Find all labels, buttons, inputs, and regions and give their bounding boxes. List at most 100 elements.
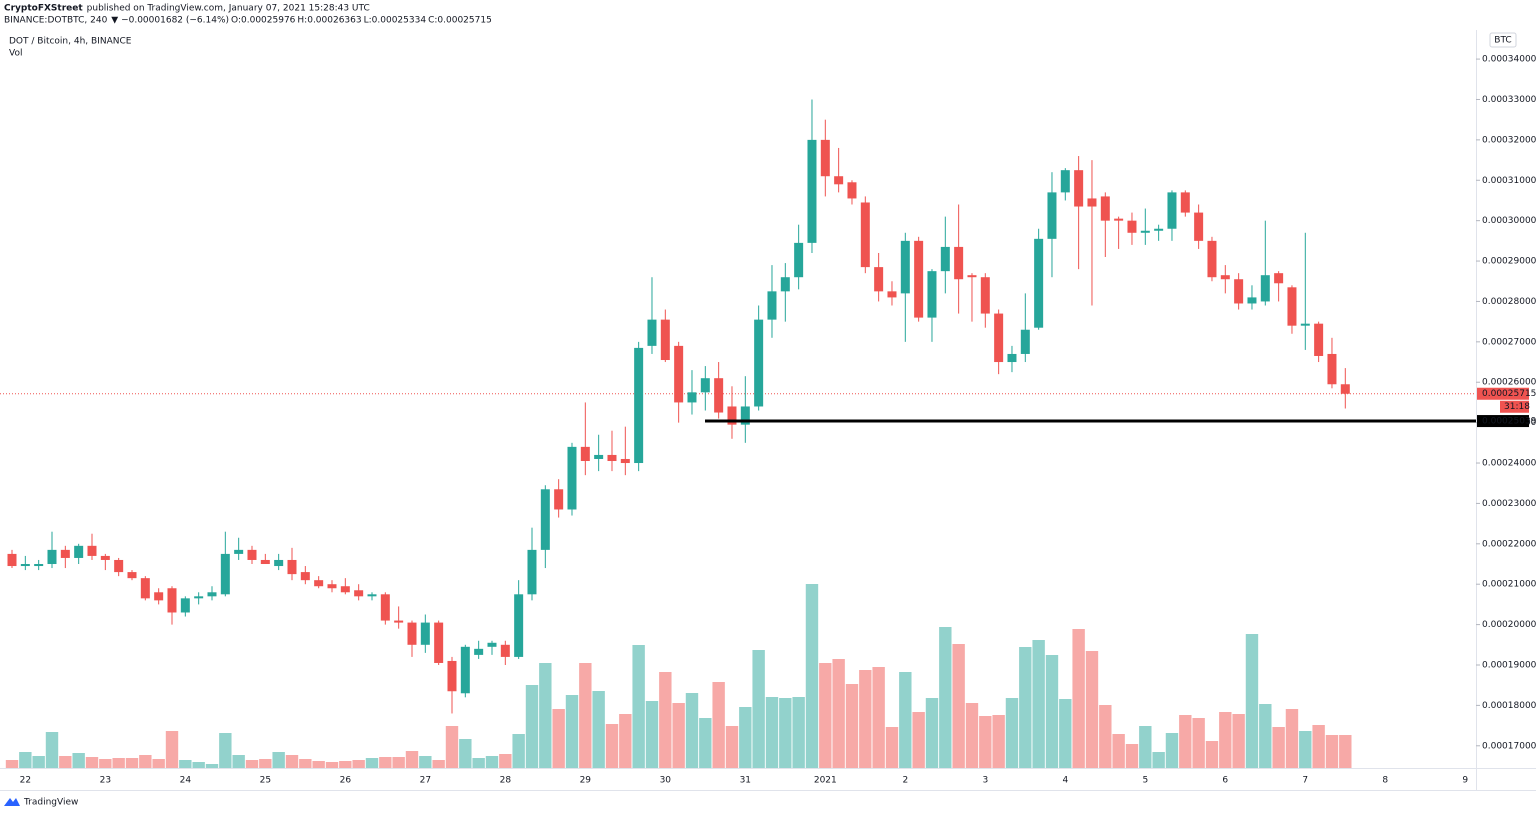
candle-body [167, 588, 177, 613]
candle-body [1167, 192, 1177, 229]
volume-bar [712, 682, 725, 768]
candle-body [87, 545, 97, 556]
candle-body [140, 578, 150, 599]
volume-bar [125, 758, 139, 768]
y-tick-label: 0.00024000 [1482, 459, 1536, 469]
y-tick-label: 0.00033000 [1482, 95, 1536, 105]
support-label-box [1477, 415, 1529, 428]
volume-bar [792, 697, 805, 768]
candle-body [1154, 228, 1164, 231]
volume-bar [819, 663, 832, 768]
volume-bar [779, 698, 792, 768]
candle-body [1074, 170, 1084, 207]
candle-body [807, 139, 817, 243]
volume-bar [952, 644, 965, 768]
candle-body [1327, 353, 1337, 385]
candle-body [300, 572, 310, 581]
volume-bar [405, 751, 419, 768]
volume-bar [499, 754, 512, 768]
ohlc-key: C: [428, 16, 437, 26]
y-tick-label: 0.00032000 [1482, 135, 1536, 145]
volume-bar [739, 707, 752, 768]
ohlc-value: 0.00025334 [372, 16, 427, 26]
y-tick-label: 0.00031000 [1482, 176, 1536, 186]
volume-bar [1339, 735, 1352, 768]
volume-bar [1099, 705, 1112, 768]
candle-body [914, 240, 924, 318]
x-tick-label: 4 [1062, 776, 1068, 786]
candle-body [380, 594, 390, 621]
volume-bar [299, 759, 312, 768]
x-tick-label: 27 [420, 776, 431, 786]
volume-bar [419, 756, 432, 768]
volume-bar [512, 734, 525, 768]
volume-bar [605, 724, 619, 768]
volume-bar [5, 760, 19, 768]
candle-body [20, 564, 30, 567]
ohlc-key: O: [231, 16, 241, 26]
y-tick-label: 0.00018000 [1482, 701, 1536, 711]
candle-body [674, 345, 684, 403]
candle-body [687, 392, 697, 403]
volume-bar [872, 667, 885, 768]
volume-bar [752, 650, 765, 768]
volume-bar [1245, 634, 1259, 768]
candle-body [47, 549, 57, 565]
volume-bar [245, 760, 259, 768]
volume-bar [899, 672, 912, 768]
x-tick-label: 24 [180, 776, 192, 786]
y-tick-label: 0.00026000 [1482, 378, 1536, 388]
volume-bar [59, 756, 72, 768]
candle-body [567, 446, 577, 510]
volume-bar [152, 759, 165, 768]
candle-body [794, 242, 804, 278]
candle-body [514, 594, 524, 657]
candle-body [940, 246, 950, 272]
volume-bar [525, 685, 539, 768]
candle-body [487, 642, 497, 647]
volume-bar [539, 663, 552, 768]
candle-body [74, 545, 84, 558]
volume-bar [979, 716, 992, 768]
candle-body [260, 559, 270, 565]
volume-bar [365, 758, 379, 768]
candle-body [594, 454, 604, 459]
published-info: published on TradingView.com, January 07… [87, 4, 370, 14]
y-tick-label: 0.00019000 [1482, 660, 1536, 670]
candle-body [820, 139, 830, 177]
candle-body [234, 549, 244, 554]
candle-body [900, 240, 910, 294]
candle-body [1340, 384, 1350, 394]
y-tick-label: 0.00028000 [1482, 297, 1536, 307]
x-tick-label: 5 [1142, 776, 1148, 786]
candle-body [314, 580, 324, 587]
volume-bar [205, 764, 219, 768]
ohlc-value: 0.00026363 [307, 16, 361, 26]
volume-bar [1259, 704, 1272, 768]
volume-bar [632, 645, 645, 768]
volume-bar [765, 697, 779, 768]
last-price-box [1477, 387, 1529, 400]
volume-bar [1112, 734, 1125, 768]
volume-bar [1272, 727, 1285, 768]
volume-bar [845, 684, 859, 768]
candle-body [194, 596, 204, 599]
candle-body [874, 267, 884, 292]
candle-body [1020, 329, 1030, 354]
candle-body [500, 644, 510, 657]
ohlc-value: 0.00025715 [437, 16, 491, 26]
volume-bar [219, 733, 232, 768]
candle-body [394, 620, 404, 623]
candle-body [34, 564, 44, 567]
candle-body [767, 291, 777, 320]
volume-bar [45, 732, 59, 768]
candle-body [1300, 323, 1310, 326]
candle-body [60, 549, 70, 558]
candle-body [367, 594, 377, 597]
volume-bar [459, 739, 472, 768]
volume-bar [192, 762, 205, 768]
candle-body [327, 584, 337, 589]
volume-bar [1005, 698, 1019, 768]
candle-body [460, 646, 470, 694]
candle-body [754, 319, 764, 407]
